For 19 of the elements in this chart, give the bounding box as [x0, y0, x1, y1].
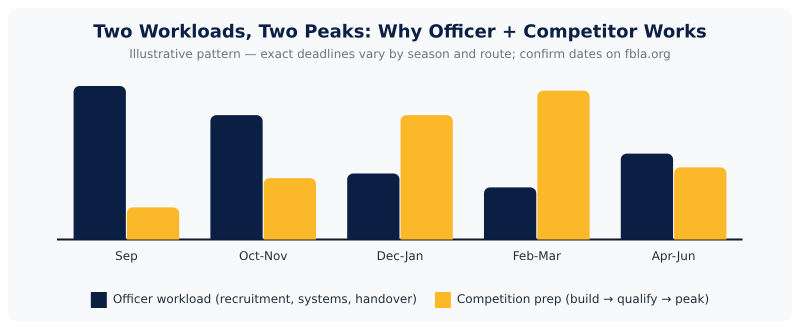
chart-subtitle: Illustrative pattern — exact deadlines vary by season and route; confirm dates on fbla.org — [129, 46, 671, 61]
bar — [210, 115, 263, 240]
bar — [537, 90, 590, 240]
bar — [484, 187, 536, 240]
legend-label: Competition prep (build → qualify → peak) — [456, 292, 710, 306]
x-tick-label: Dec-Jan — [376, 248, 424, 263]
x-tick-label: Feb-Mar — [512, 248, 561, 263]
bar — [674, 167, 726, 240]
bar — [126, 207, 180, 240]
bar — [264, 178, 316, 240]
x-tick-label: Sep — [115, 248, 138, 263]
bar — [400, 115, 453, 240]
bar — [620, 154, 674, 240]
bar — [74, 86, 126, 240]
bar — [347, 174, 400, 240]
chart-title: Two Workloads, Two Peaks: Why Officer + Competitor Works — [93, 21, 707, 42]
x-tick-label: Apr-Jun — [652, 248, 696, 263]
x-tick-label: Oct-Nov — [238, 248, 288, 263]
legend-label: Officer workload (recruitment, systems, handover) — [112, 292, 417, 306]
